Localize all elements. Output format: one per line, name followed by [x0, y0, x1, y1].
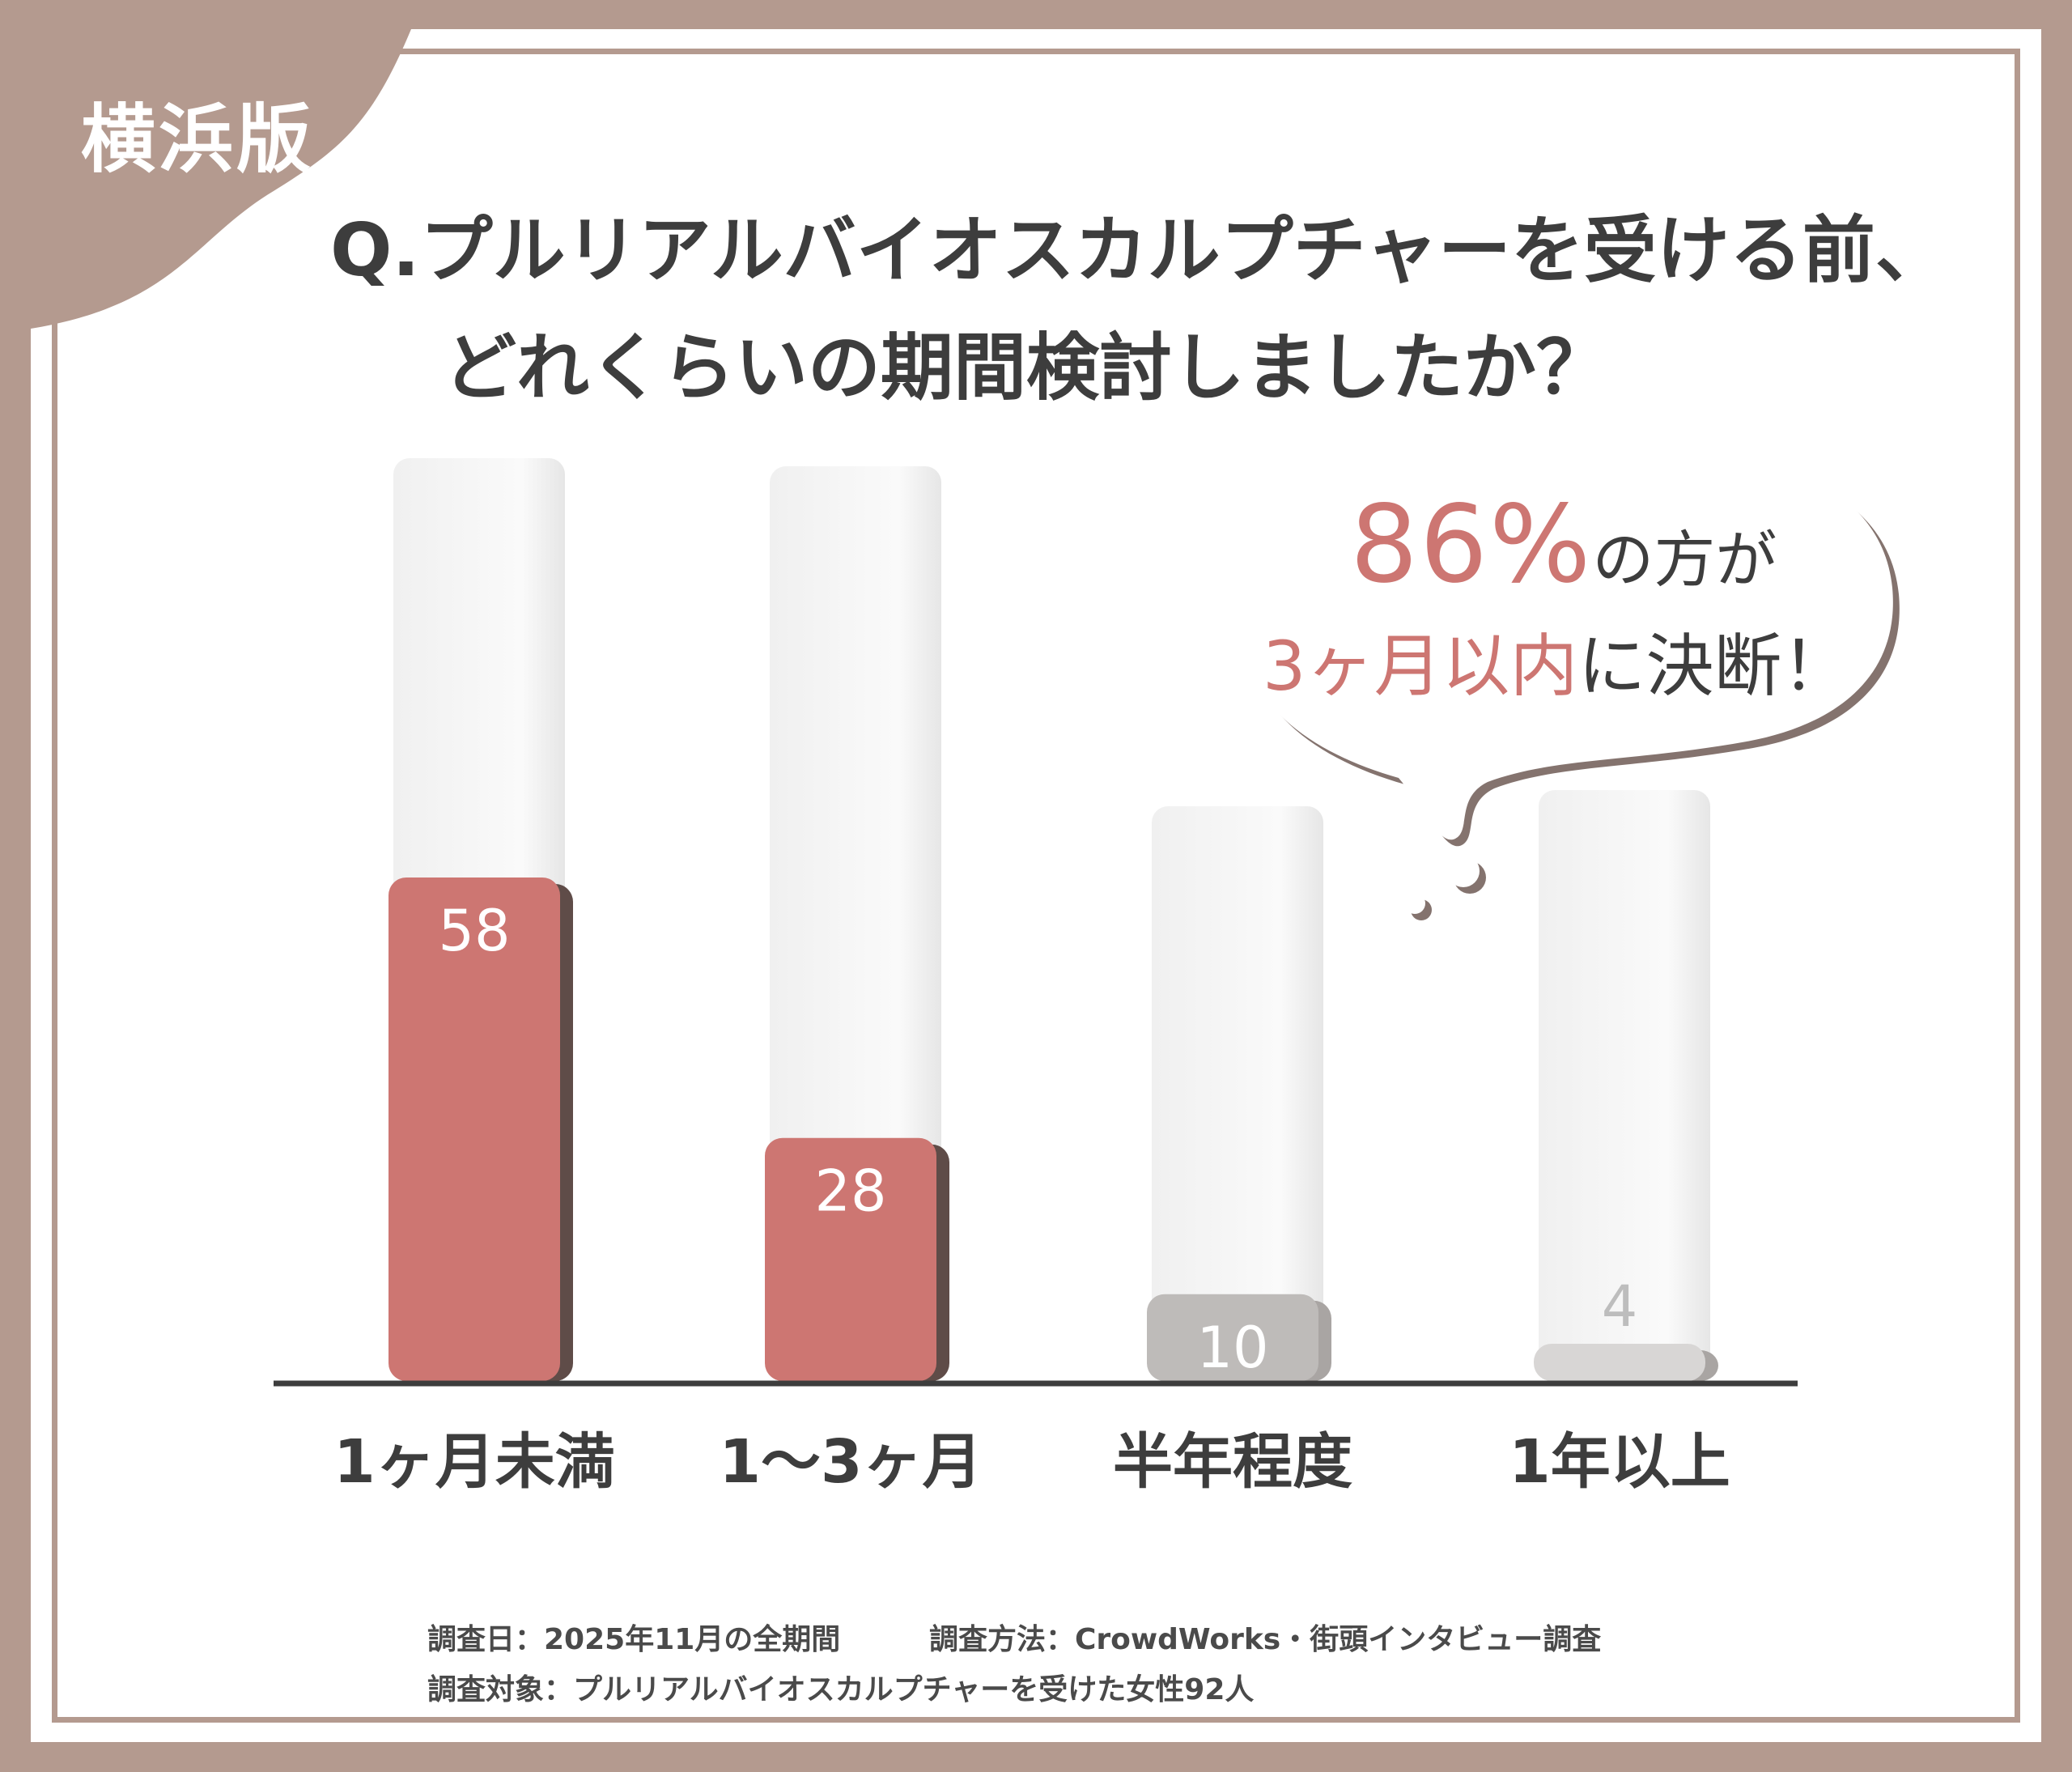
bar-value-label-1: 58 — [438, 898, 510, 964]
callout-line-2: 3ヶ月以内に決断！ — [1263, 612, 1849, 710]
inner-border — [52, 49, 2020, 1723]
bar-track-3 — [1152, 806, 1323, 1381]
category-label-1: 1ヶ月未満 — [333, 1427, 615, 1497]
corner-badge-shape — [31, 29, 411, 329]
bar-value-label-2: 28 — [814, 1158, 886, 1225]
category-label-2: 1〜3ヶ月 — [719, 1427, 983, 1497]
category-label-4: 1年以上 — [1509, 1427, 1730, 1497]
callout-percentage: 86% — [1350, 482, 1593, 607]
bar-value-label-3: 10 — [1196, 1315, 1268, 1381]
footnote-survey-target: 調査対象：プルリアルバイオスカルプチャーを受けた女性92人 — [427, 1673, 1255, 1706]
poster-frame: 58 28 10 4 横浜版 Q.プルリアルバイオスカルプチャーを受ける前、 どれくら… — [31, 29, 2041, 1742]
callout-line-1: 86%の方が — [1350, 482, 1777, 607]
question-title-line-2: どれくらいの期間検討しましたか？ — [444, 325, 1609, 410]
category-label-3: 半年程度 — [1113, 1427, 1352, 1497]
callout-rest: に決断！ — [1577, 627, 1850, 706]
bar-track-4 — [1539, 790, 1710, 1381]
bar-3 — [1147, 1294, 1318, 1381]
bar-chart: 58 28 10 4 — [274, 458, 1798, 1387]
question-title-line-1: Q.プルリアルバイオスカルプチャーを受ける前、 — [330, 208, 1948, 293]
callout-emphasis: 3ヶ月以内 — [1263, 627, 1578, 706]
bar-2 — [765, 1137, 936, 1381]
callout-suffix: の方が — [1592, 524, 1777, 596]
bar-4 — [1534, 1344, 1705, 1381]
bar-value-label-4: 4 — [1602, 1273, 1638, 1340]
region-badge: 横浜版 — [81, 96, 315, 183]
footnote-survey-method: 調査方法：CrowdWorks・街頭インタビュー調査 — [929, 1623, 1602, 1656]
bar-1 — [388, 878, 560, 1381]
speech-bubble — [1244, 440, 1900, 920]
footnote-survey-date: 調査日：2025年11月の全期間 — [427, 1623, 841, 1656]
